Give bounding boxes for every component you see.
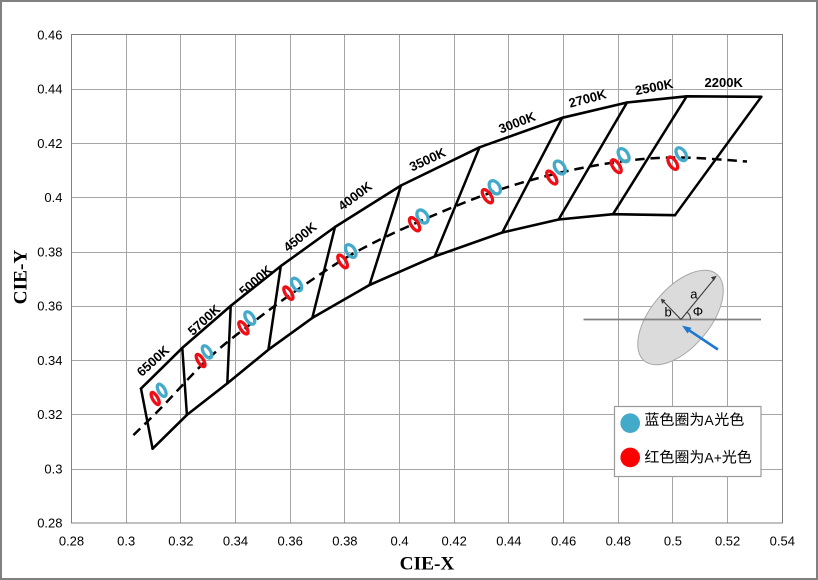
svg-text:0.44: 0.44 bbox=[37, 82, 62, 97]
svg-text:a: a bbox=[690, 287, 698, 302]
svg-text:0.34: 0.34 bbox=[223, 534, 248, 549]
svg-text:0.38: 0.38 bbox=[332, 534, 357, 549]
svg-text:2500K: 2500K bbox=[634, 76, 675, 98]
svg-text:0.32: 0.32 bbox=[168, 534, 193, 549]
svg-text:0.48: 0.48 bbox=[606, 534, 631, 549]
svg-text:0.32: 0.32 bbox=[37, 407, 62, 422]
svg-text:0.5: 0.5 bbox=[664, 534, 682, 549]
svg-text:A+: A+ bbox=[704, 449, 722, 465]
svg-text:2200K: 2200K bbox=[705, 75, 744, 90]
svg-text:CIE-Y: CIE-Y bbox=[11, 250, 32, 305]
svg-text:0.54: 0.54 bbox=[770, 534, 795, 549]
svg-text:0.44: 0.44 bbox=[496, 534, 521, 549]
svg-text:0.4: 0.4 bbox=[44, 190, 62, 205]
svg-text:A: A bbox=[704, 412, 714, 428]
svg-text:0.46: 0.46 bbox=[37, 27, 62, 42]
svg-text:0.36: 0.36 bbox=[278, 534, 303, 549]
svg-text:0.3: 0.3 bbox=[44, 461, 62, 476]
svg-text:0.46: 0.46 bbox=[551, 534, 576, 549]
svg-text:0.4: 0.4 bbox=[391, 534, 409, 549]
svg-text:0.28: 0.28 bbox=[59, 534, 84, 549]
svg-text:0.28: 0.28 bbox=[37, 516, 62, 531]
svg-text:0.42: 0.42 bbox=[442, 534, 467, 549]
svg-text:0.36: 0.36 bbox=[37, 299, 62, 314]
svg-text:0.38: 0.38 bbox=[37, 244, 62, 259]
svg-text:b: b bbox=[665, 305, 672, 320]
svg-text:0.3: 0.3 bbox=[117, 534, 135, 549]
svg-text:0.52: 0.52 bbox=[715, 534, 740, 549]
svg-text:CIE-X: CIE-X bbox=[400, 553, 455, 574]
svg-text:0.42: 0.42 bbox=[37, 136, 62, 151]
svg-text:Φ: Φ bbox=[693, 304, 703, 319]
svg-text:0.34: 0.34 bbox=[37, 353, 62, 368]
